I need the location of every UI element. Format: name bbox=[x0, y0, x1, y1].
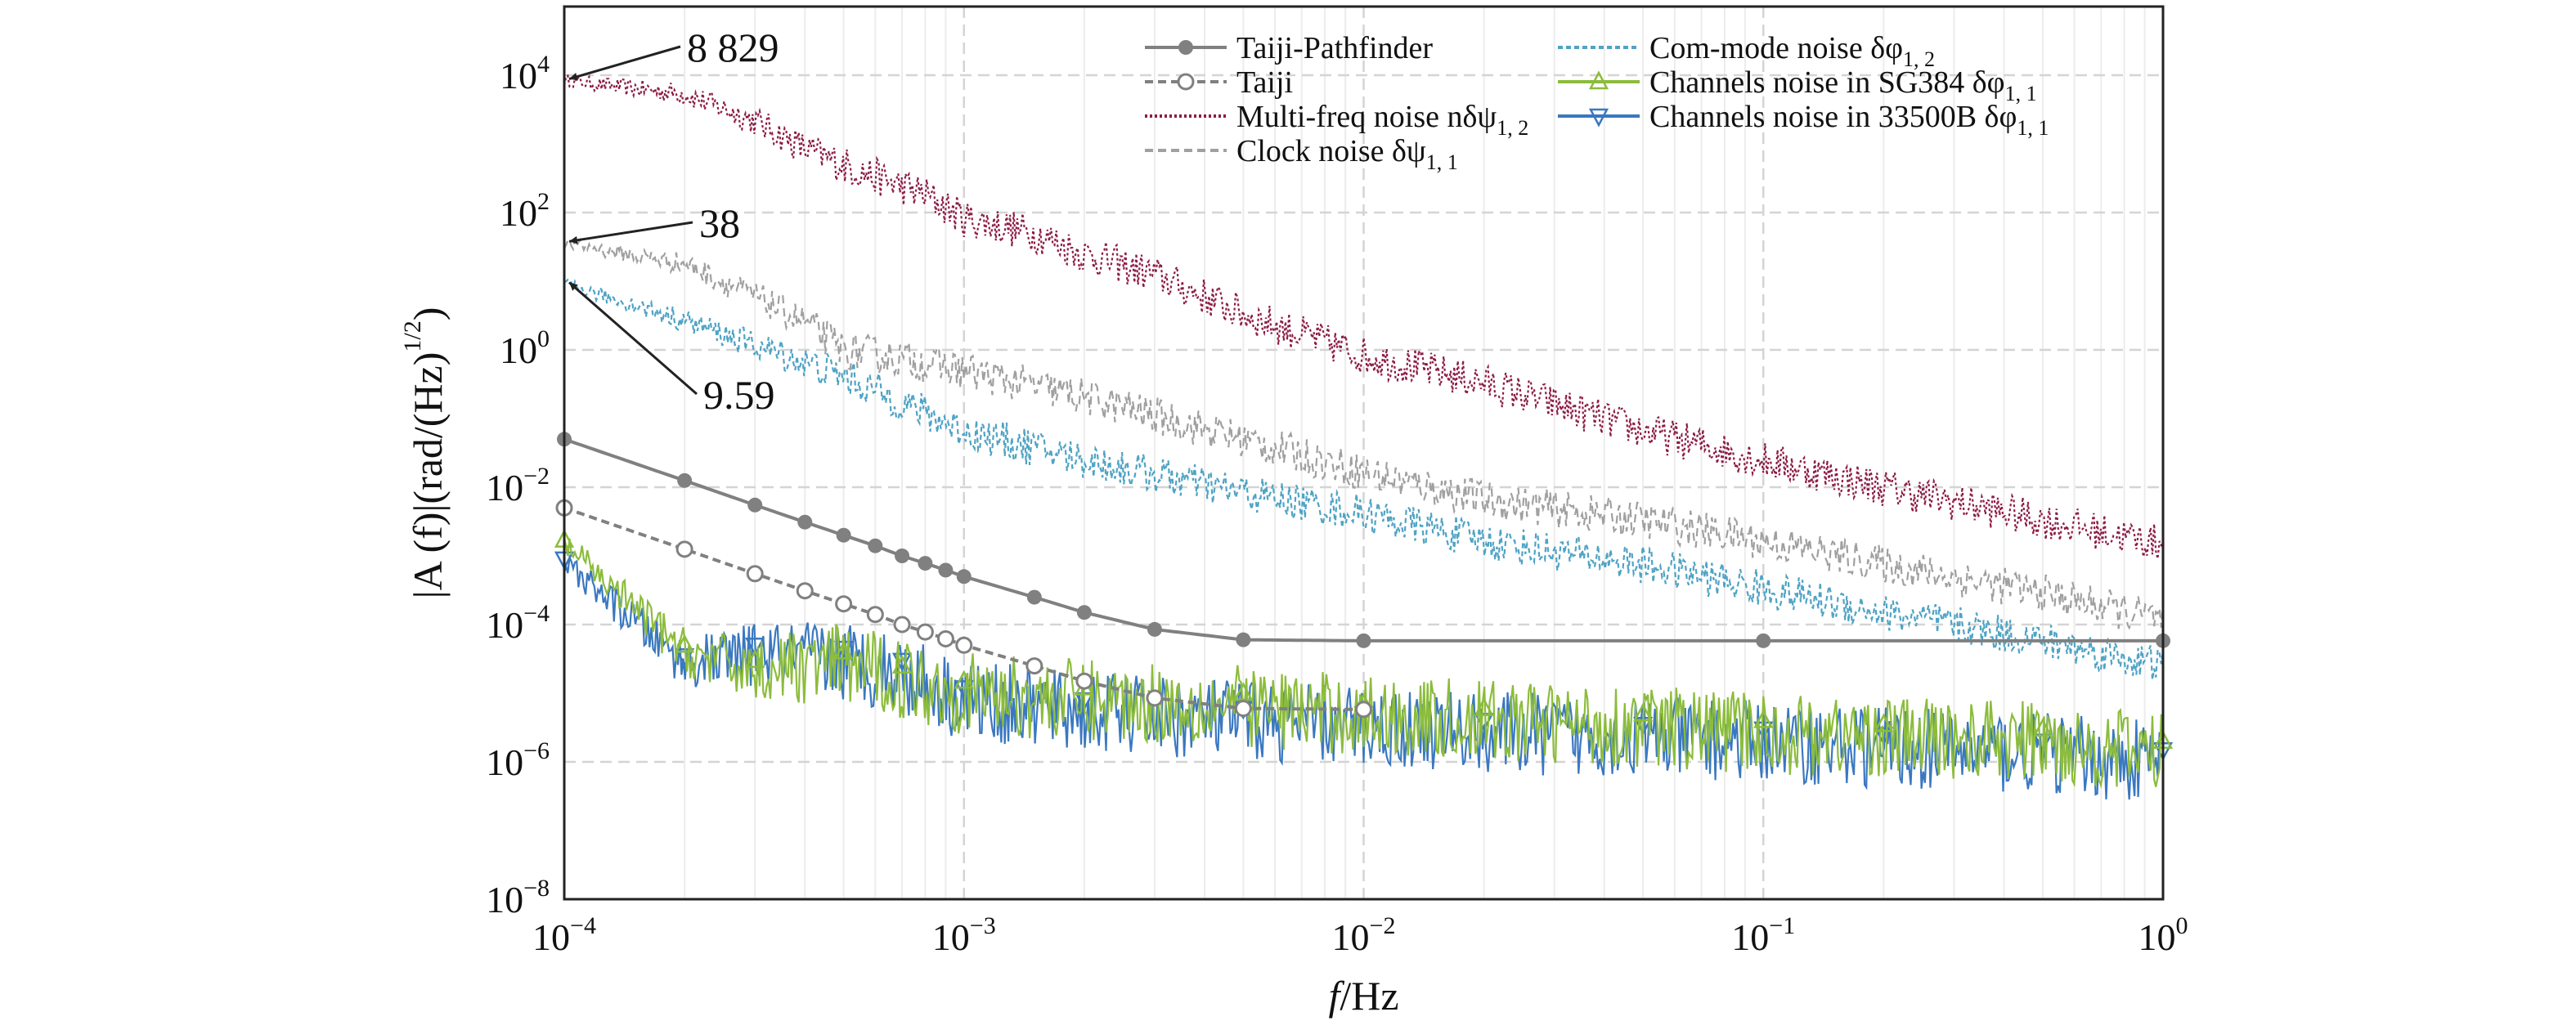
y-tick-label: 100 bbox=[500, 325, 550, 371]
data-point bbox=[1075, 672, 1093, 690]
annotations: 8 829 38 9.59 bbox=[568, 25, 779, 418]
annotation-2: 38 bbox=[568, 200, 740, 246]
y-tick-label: 102 bbox=[500, 188, 550, 234]
tick-labels: 10−4 10−3 10−2 10−1 100 10−8 10−6 10−4 10−2 100 10… bbox=[486, 51, 2188, 958]
data-point bbox=[835, 595, 853, 613]
series-line-sg384 bbox=[563, 538, 2165, 789]
data-point bbox=[893, 616, 911, 634]
data-point bbox=[745, 649, 765, 669]
axis-labels: f/Hz |A (f)|(rad/(Hz)1/2) bbox=[399, 307, 1399, 1019]
data-point bbox=[1474, 696, 1494, 716]
x-tick-label: 10−2 bbox=[1332, 912, 1396, 958]
legend-label: Multi-freq noise nδψ1, 2 bbox=[1236, 100, 1528, 140]
y-tick-label: 10−8 bbox=[486, 875, 550, 920]
data-point bbox=[1146, 689, 1164, 707]
x-axis-label: f/Hz bbox=[1328, 973, 1398, 1019]
data-point bbox=[1874, 713, 1894, 732]
data-point bbox=[677, 472, 693, 488]
legend-item-b33500: Channels noise in 33500B δφ1, 1 bbox=[1558, 100, 2049, 140]
data-point bbox=[746, 565, 764, 583]
data-point bbox=[1753, 709, 1774, 728]
series-com_mode bbox=[563, 278, 2165, 680]
data-point bbox=[866, 606, 884, 624]
data-point bbox=[1147, 621, 1162, 637]
legend-label: Taiji-Pathfinder bbox=[1236, 31, 1433, 65]
legend-marker bbox=[1588, 70, 1609, 90]
legend-marker bbox=[1178, 40, 1193, 55]
legend-item-sg384: Channels noise in SG384 δφ1, 1 bbox=[1558, 65, 2037, 105]
data-point bbox=[1026, 589, 1042, 605]
data-point bbox=[955, 636, 973, 654]
x-tick-label: 10−3 bbox=[932, 912, 996, 958]
legend-marker bbox=[1177, 73, 1195, 91]
legend-label: Channels noise in SG384 δφ1, 1 bbox=[1649, 65, 2037, 105]
series-line-b33500 bbox=[563, 553, 2164, 800]
series-line-com_mode bbox=[563, 278, 2165, 680]
annotation-label: 9.59 bbox=[703, 372, 775, 418]
annotation-label: 38 bbox=[699, 200, 740, 246]
data-point bbox=[916, 623, 934, 641]
legend-item-com_mode: Com-mode noise δφ1, 2 bbox=[1558, 31, 1935, 71]
series-taiji_pathfinder bbox=[557, 432, 2170, 648]
data-point bbox=[891, 654, 913, 674]
annotation-label: 8 829 bbox=[687, 25, 779, 70]
data-point bbox=[895, 549, 910, 563]
legend-label: Channels noise in 33500B δφ1, 1 bbox=[1649, 100, 2049, 140]
data-point bbox=[1025, 657, 1043, 675]
data-point bbox=[1234, 700, 1252, 718]
data-point bbox=[1233, 682, 1254, 701]
legend-marker bbox=[1588, 108, 1609, 128]
series-clock bbox=[563, 237, 2165, 630]
data-point bbox=[1355, 701, 1372, 719]
data-point bbox=[2032, 718, 2053, 737]
legend-label: Taiji bbox=[1236, 65, 1293, 100]
data-point bbox=[1076, 605, 1092, 620]
data-point bbox=[833, 640, 854, 660]
data-point bbox=[868, 538, 883, 553]
axes-box bbox=[563, 5, 2165, 901]
data-point bbox=[745, 638, 765, 656]
plot-frame bbox=[563, 5, 2165, 901]
data-point bbox=[675, 634, 695, 653]
legend-item-clock: Clock noise δψ1, 1 bbox=[1145, 134, 1458, 174]
legend-item-taiji_pathfinder: Taiji-Pathfinder bbox=[1145, 31, 1433, 65]
legend-label: Clock noise δψ1, 1 bbox=[1236, 134, 1458, 174]
series-line-clock bbox=[563, 237, 2165, 630]
data-point bbox=[675, 540, 693, 558]
legend-label: Com-mode noise δφ1, 2 bbox=[1649, 31, 1935, 71]
data-point bbox=[938, 562, 954, 578]
data-point bbox=[918, 556, 933, 571]
annotation-arrow bbox=[568, 45, 681, 81]
y-tick-label: 10−6 bbox=[486, 737, 550, 783]
annotation-arrow bbox=[568, 281, 698, 396]
data-point bbox=[796, 582, 814, 600]
data-point bbox=[1236, 632, 1251, 647]
data-point bbox=[954, 670, 974, 689]
y-tick-label: 104 bbox=[500, 51, 550, 96]
y-tick-label: 10−4 bbox=[486, 600, 550, 646]
x-tick-label: 10−1 bbox=[1731, 912, 1795, 958]
y-tick-label: 10−2 bbox=[486, 463, 550, 508]
data-point bbox=[1756, 633, 1771, 648]
data-point bbox=[936, 629, 954, 647]
annotation-1: 8 829 bbox=[568, 25, 779, 81]
data-point bbox=[1356, 633, 1371, 648]
series-layer bbox=[554, 74, 2174, 800]
data-point bbox=[956, 569, 972, 584]
series-taiji bbox=[555, 499, 1372, 719]
annotation-arrow bbox=[568, 221, 693, 244]
legend-item-taiji: Taiji bbox=[1145, 65, 1293, 100]
y-axis-label: |A (f)|(rad/(Hz)1/2) bbox=[399, 307, 451, 599]
data-point bbox=[797, 514, 813, 530]
data-point bbox=[747, 497, 763, 513]
x-tick-label: 100 bbox=[2138, 912, 2188, 958]
legend-item-multi_freq: Multi-freq noise nδψ1, 2 bbox=[1145, 100, 1528, 140]
x-tick-label: 10−4 bbox=[532, 912, 596, 958]
data-point bbox=[1633, 702, 1654, 722]
annotation-3: 9.59 bbox=[568, 281, 775, 418]
data-point bbox=[836, 527, 851, 543]
